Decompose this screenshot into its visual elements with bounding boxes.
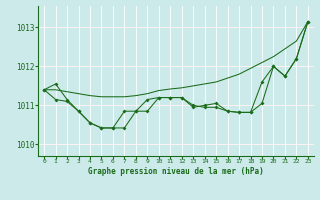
X-axis label: Graphe pression niveau de la mer (hPa): Graphe pression niveau de la mer (hPa) — [88, 167, 264, 176]
